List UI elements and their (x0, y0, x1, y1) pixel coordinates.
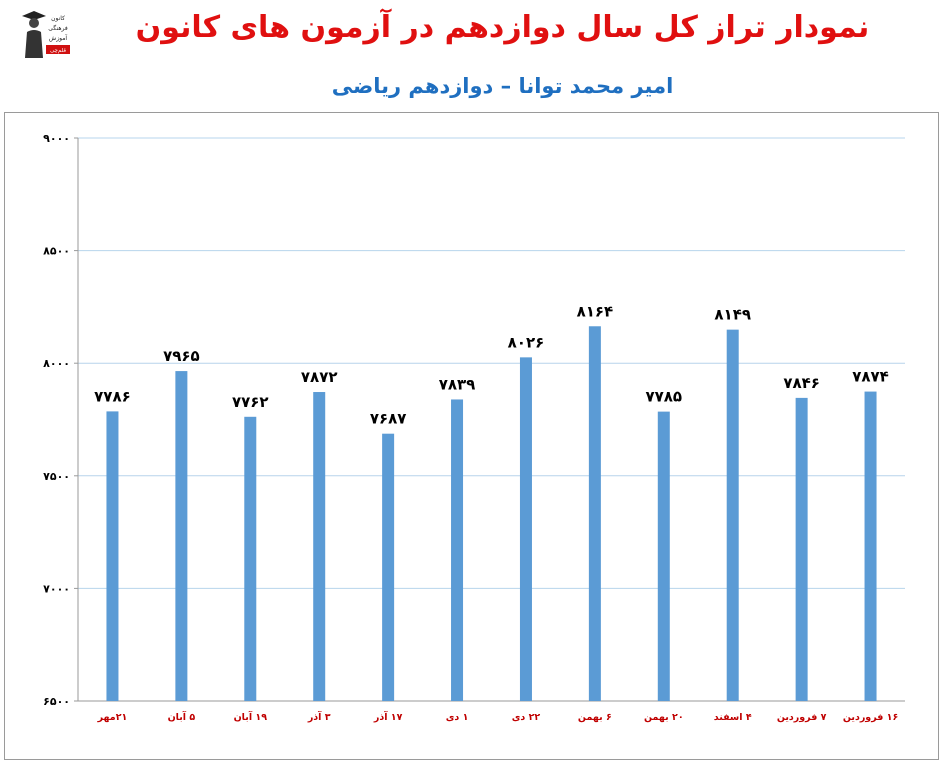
y-tick-label: ۷۵۰۰ (43, 470, 70, 483)
bar (175, 371, 188, 701)
data-label: ۷۸۷۴ (852, 368, 889, 386)
logo-text-1: کانون (51, 15, 65, 22)
bar (106, 411, 119, 701)
data-label: ۷۹۶۵ (163, 347, 200, 365)
data-label: ۷۶۸۷ (370, 410, 407, 428)
data-label: ۷۸۷۲ (301, 368, 338, 386)
y-tick-label: ۸۵۰۰ (43, 245, 70, 258)
bar (726, 329, 739, 701)
bar (313, 392, 326, 701)
data-label: ۸۰۲۶ (508, 333, 545, 351)
x-tick-label: ۷ فروردین (777, 712, 827, 723)
x-tick-label: ۲۱مهر (97, 712, 128, 723)
y-tick-label: ۷۰۰۰ (43, 582, 70, 595)
logo-text-4: قلم‌چی (50, 48, 66, 54)
y-tick-label: ۸۰۰۰ (43, 357, 70, 370)
bar (588, 326, 601, 701)
kanoon-logo: کانون فرهنگی آموزش قلم‌چی (18, 8, 70, 60)
data-label: ۷۷۸۶ (94, 387, 131, 405)
axes (77, 138, 905, 702)
bar (382, 433, 395, 701)
x-tick-label: ۱۶ فروردین (843, 712, 898, 723)
bar (519, 357, 532, 701)
data-label: ۷۷۶۲ (232, 393, 269, 411)
x-tick-label: ۱۹ آبان (234, 710, 268, 723)
x-tick-label: ۱ دی (446, 712, 469, 723)
chart-frame (4, 112, 939, 760)
x-tick-label: ۶ بهمن (578, 712, 612, 723)
x-tick-label: ۱۷ آذر (373, 710, 403, 723)
data-label: ۸۱۴۹ (714, 306, 751, 324)
page-subtitle: امیر محمد توانا – دوازدهم ریاضی (331, 74, 674, 98)
page-title: نمودار تراز کل سال دوازدهم در آزمون های … (135, 10, 870, 45)
logo-text-2: فرهنگی (48, 24, 68, 32)
data-label: ۷۸۴۶ (783, 374, 820, 392)
x-tick-label: ۵ آبان (168, 710, 196, 723)
bar (451, 399, 464, 701)
logo-text-3: آموزش (49, 33, 68, 42)
x-tick-labels: ۲۱مهر ۵ آبان ۱۹ آبان ۳ آذر ۱۷ آذر ۱ دی ۲۲ دی ۶ … (97, 710, 899, 723)
bar (657, 411, 670, 701)
y-tick-labels: ۶۵۰۰ ۷۰۰۰ ۷۵۰۰ ۸۰۰۰ ۸۵۰۰ ۹۰۰۰ (43, 132, 78, 708)
bar (244, 416, 257, 701)
data-labels: ۷۷۸۶ ۷۹۶۵ ۷۷۶۲ ۷۸۷۲ ۷۶۸۷ ۷۸۳۹ ۸۰۲۶ ۸۱۶۴ ۷۷۸۵ ۸۱۴۹… (94, 302, 889, 427)
bar (864, 391, 877, 701)
y-tick-label: ۹۰۰۰ (43, 132, 70, 145)
bars (106, 326, 877, 701)
data-label: ۷۸۳۹ (439, 375, 476, 393)
x-tick-label: ۲۲ دی (512, 712, 541, 723)
x-tick-label: ۴ اسفند (714, 712, 752, 723)
grid-lines (78, 137, 905, 589)
graduate-figure-icon (22, 11, 46, 58)
y-tick-label: ۶۵۰۰ (43, 695, 70, 708)
data-label: ۸۱۶۴ (577, 302, 614, 320)
bar (795, 397, 808, 701)
x-tick-label: ۳ آذر (307, 710, 331, 723)
x-tick-label: ۲۰ بهمن (644, 712, 684, 723)
data-label: ۷۷۸۵ (645, 388, 682, 406)
